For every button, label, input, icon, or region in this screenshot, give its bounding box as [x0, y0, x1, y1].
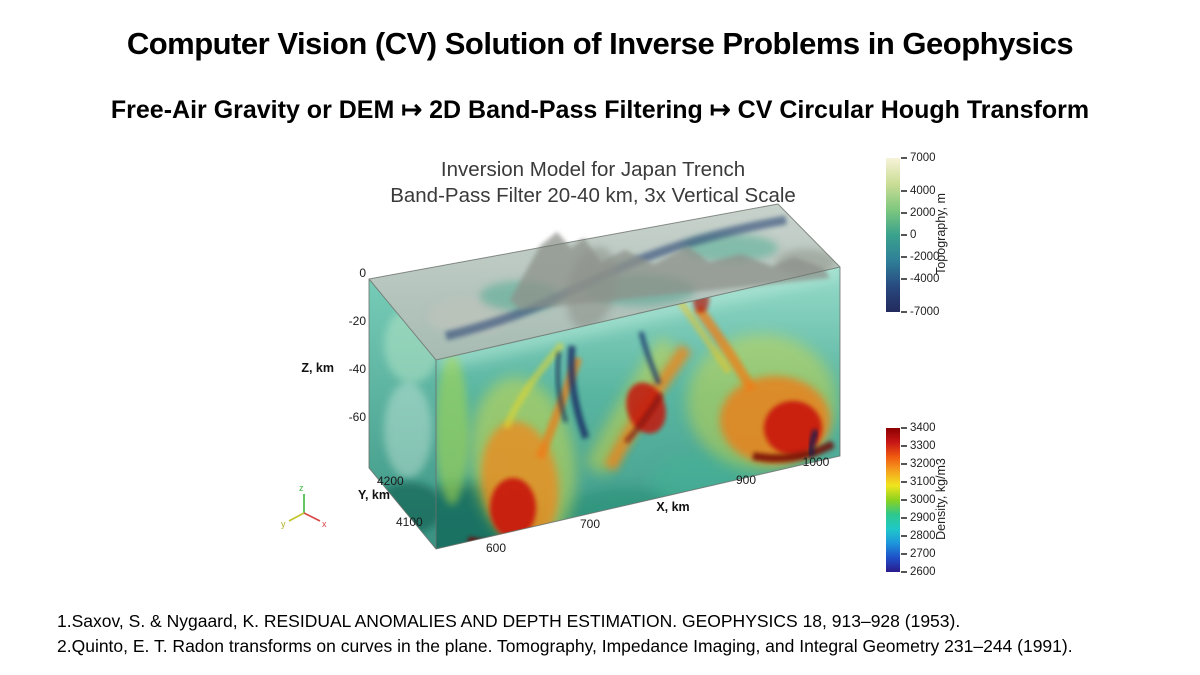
reference-2: 2.Quinto, E. T. Radon transforms on curv…	[57, 636, 1073, 656]
x-tick-900: 900	[735, 473, 757, 487]
density-tick-3200: 3200	[901, 457, 936, 471]
density-tick-2900: 2900	[901, 511, 936, 525]
z-tick-0: 0	[359, 266, 366, 280]
tick-mark	[901, 212, 907, 214]
density-tick-2800: 2800	[901, 529, 936, 543]
x-orientation-label: x	[322, 519, 327, 529]
topography-relief	[510, 232, 830, 310]
figure-title-line2: Band-Pass Filter 20-40 km, 3x Vertical S…	[390, 184, 796, 207]
density-tick-2700: 2700	[901, 547, 936, 561]
topo-tick-0: 0	[901, 228, 916, 242]
tick-mark	[901, 234, 907, 236]
topo-tick-neg4000: -4000	[901, 272, 939, 286]
topo-tick-4000: 4000	[901, 184, 936, 198]
density-tick-3300: 3300	[901, 439, 936, 453]
tick-mark	[901, 256, 907, 258]
tick-mark	[901, 427, 907, 429]
tick-mark	[901, 571, 907, 573]
topo-tick-2000: 2000	[901, 206, 936, 220]
tick-mark	[901, 311, 907, 313]
x-tick-600: 600	[485, 541, 507, 555]
reference-1: 1.Saxov, S. & Nygaard, K. RESIDUAL ANOMA…	[57, 611, 961, 631]
z-tick-neg20: -20	[348, 314, 366, 328]
y-axis-label: Y, km	[358, 488, 390, 502]
tick-mark	[901, 517, 907, 519]
tick-mark	[901, 445, 907, 447]
box-top-face	[369, 204, 840, 360]
x-orientation-arrow	[303, 512, 321, 522]
z-tick-neg60: -60	[348, 410, 366, 424]
tick-mark	[901, 190, 907, 192]
density-tick-3400: 3400	[901, 421, 936, 435]
topo-tick-neg7000: -7000	[901, 305, 939, 319]
density-colorbar	[886, 428, 900, 572]
tick-mark	[901, 481, 907, 483]
density-colorbar-label: Density, kg/m3	[934, 458, 948, 540]
tick-mark	[901, 278, 907, 280]
z-orientation-label: z	[299, 483, 304, 493]
x-axis-label: X, km	[656, 500, 690, 514]
density-plume-left	[466, 341, 583, 549]
x-tick-700: 700	[579, 517, 601, 531]
tick-mark	[901, 535, 907, 537]
y-orientation-arrow	[288, 512, 305, 522]
y-orientation-label: y	[281, 519, 286, 529]
box-edges	[368, 203, 841, 550]
page-subtitle: Free-Air Gravity or DEM ↦ 2D Band-Pass F…	[110, 96, 1090, 124]
y-tick-4100: 4100	[396, 515, 423, 529]
x-tick-1000: 1000	[802, 455, 830, 469]
topography-colorbar	[886, 158, 900, 312]
density-plume-right	[676, 287, 837, 470]
density-plume-middle	[585, 331, 692, 476]
tick-mark	[901, 553, 907, 555]
page-title: Computer Vision (CV) Solution of Inverse…	[126, 26, 1074, 61]
tick-mark	[901, 499, 907, 501]
y-tick-4200: 4200	[377, 474, 404, 488]
density-tick-3000: 3000	[901, 493, 936, 507]
density-tick-3100: 3100	[901, 475, 936, 489]
tick-mark	[901, 157, 907, 159]
topo-tick-neg2000: -2000	[901, 250, 939, 264]
figure-title-line1: Inversion Model for Japan Trench	[440, 158, 746, 181]
tick-mark	[901, 463, 907, 465]
density-tick-2600: 2600	[901, 565, 936, 579]
topo-tick-7000: 7000	[901, 151, 936, 165]
orientation-axes-widget: z x y	[281, 483, 327, 529]
z-tick-neg40: -40	[348, 362, 366, 376]
z-axis-label: Z, km	[301, 361, 334, 375]
topography-colorbar-label: Topography, m	[934, 193, 948, 275]
low-density-slivers	[555, 345, 590, 440]
